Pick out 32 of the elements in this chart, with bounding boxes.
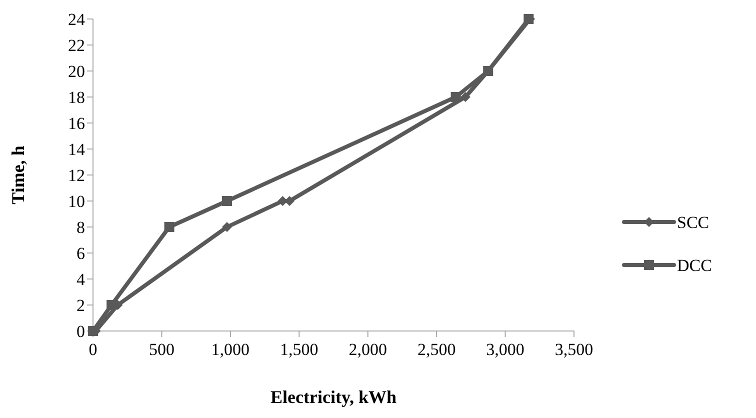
point xyxy=(222,222,232,232)
point xyxy=(222,196,232,206)
y-tick-label: 16 xyxy=(68,114,85,133)
x-tick-label: 2,000 xyxy=(348,340,387,359)
y-tick-label: 22 xyxy=(68,36,85,55)
y-tick-label: 12 xyxy=(68,166,85,185)
x-tick-label: 3,000 xyxy=(486,340,524,359)
point xyxy=(106,300,117,310)
y-tick-label: 18 xyxy=(68,88,85,107)
x-tick-label: 1,500 xyxy=(280,340,318,359)
x-tick-label: 0 xyxy=(88,340,98,359)
y-tick-label: 6 xyxy=(76,244,85,263)
x-axis-title: Electricity, kWh xyxy=(270,387,396,407)
point xyxy=(164,222,174,232)
y-tick-label: 8 xyxy=(76,218,85,237)
y-tick-label: 24 xyxy=(68,10,86,29)
y-tick-label: 14 xyxy=(68,140,86,159)
y-tick-label: 20 xyxy=(68,62,85,81)
y-axis-title: Time, h xyxy=(8,146,28,204)
x-tick-label: 3,500 xyxy=(554,340,594,359)
y-tick-label: 2 xyxy=(76,296,85,315)
point xyxy=(483,66,494,76)
point xyxy=(460,92,470,102)
y-tick-label: 0 xyxy=(76,322,85,341)
x-tick-label: 1,000 xyxy=(211,340,250,359)
y-tick-label: 4 xyxy=(76,270,86,289)
x-tick-label: 500 xyxy=(148,340,174,359)
x-tick-label: 2,500 xyxy=(417,340,456,359)
point xyxy=(450,92,461,102)
legend-label: DCC xyxy=(677,256,712,275)
y-tick-label: 10 xyxy=(68,192,85,211)
legend-label: SCC xyxy=(677,212,710,232)
